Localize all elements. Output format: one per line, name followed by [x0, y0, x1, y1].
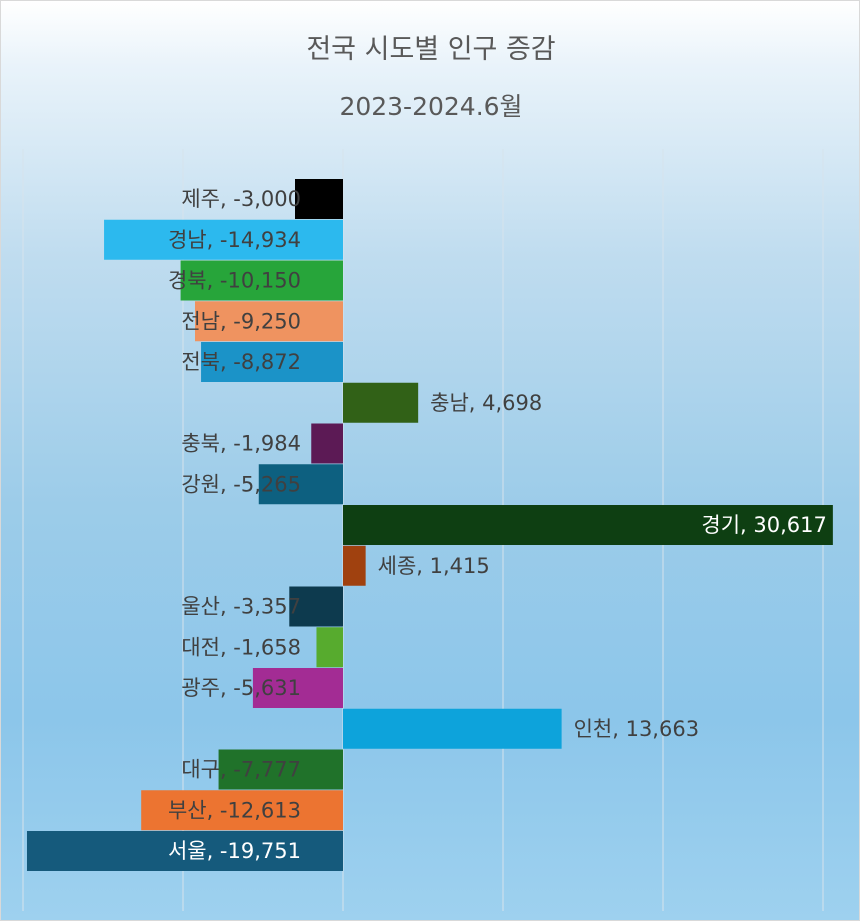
bar: [311, 423, 343, 464]
bar: [295, 179, 343, 219]
data-label: 전북, -8,872: [181, 350, 301, 374]
bar: [343, 708, 562, 749]
data-label: 인천, 13,663: [574, 717, 699, 741]
data-label: 경남, -14,934: [168, 228, 301, 252]
chart-title: 전국 시도별 인구 증감: [306, 34, 556, 65]
bar: [316, 627, 343, 668]
data-label: 서울, -19,751: [168, 839, 301, 863]
chart-subtitle: 2023-2024.6월: [339, 92, 523, 121]
data-label: 충남, 4,698: [430, 391, 542, 415]
data-label: 울산, -3,357: [181, 595, 301, 619]
bar: [195, 301, 343, 342]
bar: [343, 545, 366, 586]
bar: [218, 749, 343, 790]
data-label: 대전, -1,658: [181, 635, 301, 659]
bar: [141, 790, 343, 831]
data-label: 경북, -10,150: [168, 269, 301, 293]
data-label: 세종, 1,415: [378, 554, 490, 578]
data-label: 제주, -3,000: [181, 187, 301, 211]
bar: [289, 586, 343, 627]
data-label: 대구, -7,777: [181, 758, 301, 782]
bar: [26, 831, 343, 871]
data-label: 전남, -9,250: [181, 309, 301, 333]
data-label: 광주, -5,631: [181, 676, 301, 700]
bar: [180, 260, 343, 301]
data-label: 부산, -12,613: [168, 798, 301, 822]
data-label: 충북, -1,984: [181, 432, 301, 456]
data-label: 경기, 30,617: [701, 513, 826, 537]
bar: [258, 464, 343, 505]
bar: [343, 505, 833, 545]
bar: [201, 342, 343, 382]
bar: [104, 219, 343, 260]
bar: [343, 382, 419, 423]
bar: [252, 668, 343, 708]
data-label: 강원, -5,265: [181, 472, 301, 496]
